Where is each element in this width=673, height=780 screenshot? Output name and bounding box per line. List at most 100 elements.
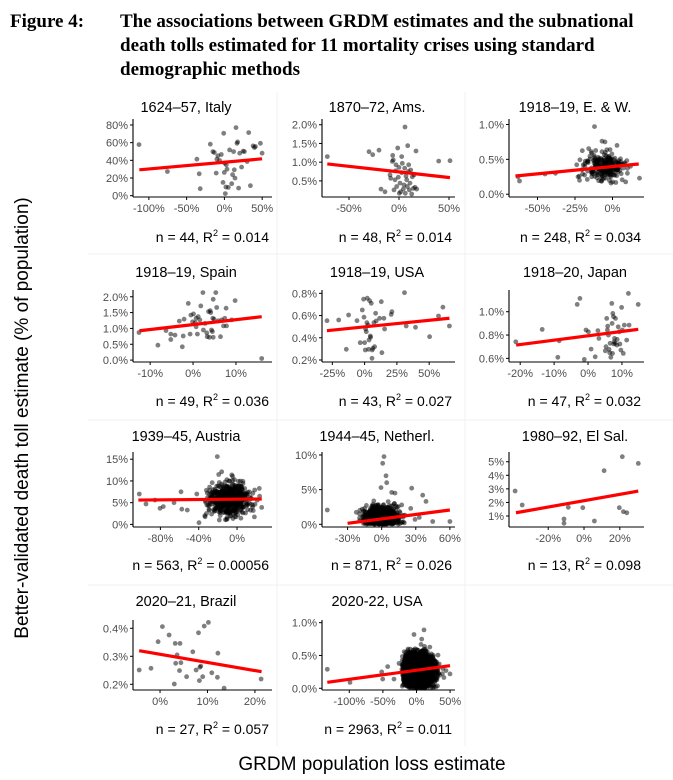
r2-value: = 0.026 bbox=[401, 557, 452, 573]
data-point bbox=[604, 316, 610, 321]
panel-title: 2020–21, Brazil bbox=[136, 594, 237, 610]
panel-title: 1918–20, Japan bbox=[523, 265, 627, 281]
panel-grid: 1624–57, Italy-100% -50% 0% 50%0%20%40%60%8… bbox=[103, 100, 644, 737]
data-point bbox=[402, 190, 408, 196]
data-point bbox=[512, 488, 518, 494]
y-tick-label: 0.6% bbox=[292, 311, 317, 323]
data-point bbox=[366, 346, 371, 352]
data-point bbox=[165, 169, 170, 174]
data-point bbox=[246, 130, 252, 136]
data-point bbox=[148, 665, 154, 671]
x-tick-label: -100% bbox=[133, 203, 165, 215]
stat-label: n = 563, R2 = 0.00056 bbox=[132, 556, 269, 573]
data-point bbox=[209, 670, 215, 676]
data-point bbox=[397, 180, 403, 186]
data-point bbox=[430, 519, 436, 524]
data-point bbox=[250, 508, 256, 513]
stat-label: n = 43, R2 = 0.027 bbox=[339, 392, 452, 409]
y-tick-label: 0.5% bbox=[292, 176, 317, 188]
x-tick-label: 30% bbox=[405, 533, 427, 545]
data-point bbox=[608, 354, 614, 360]
data-point bbox=[385, 499, 391, 504]
caption-line-2: death tolls estimated for 11 mortality c… bbox=[120, 35, 595, 56]
data-point bbox=[236, 185, 242, 191]
x-tick-label: 0% bbox=[152, 696, 168, 708]
data-point bbox=[610, 351, 615, 356]
data-point bbox=[623, 179, 629, 185]
y-tick-label: 0.2% bbox=[292, 355, 317, 367]
r2-value: = 0.034 bbox=[590, 229, 641, 245]
data-point bbox=[592, 354, 598, 360]
data-point bbox=[368, 334, 373, 340]
stat-label: n = 871, R2 = 0.026 bbox=[331, 556, 452, 573]
r2-value: = 0.098 bbox=[590, 557, 641, 573]
data-point bbox=[619, 305, 624, 310]
data-point bbox=[336, 317, 342, 323]
data-point bbox=[222, 191, 228, 197]
regression-line bbox=[515, 327, 639, 347]
data-point bbox=[408, 167, 414, 173]
panel-title: 1918–19, E. & W. bbox=[519, 100, 632, 116]
data-point bbox=[435, 652, 441, 658]
data-point bbox=[624, 337, 630, 343]
data-point bbox=[361, 314, 367, 320]
y-tick-label: 20% bbox=[106, 173, 128, 185]
data-point bbox=[258, 676, 264, 682]
superscript-2: 2 bbox=[197, 556, 202, 566]
y-tick-label: 60% bbox=[106, 138, 128, 150]
data-point bbox=[362, 340, 367, 346]
data-point bbox=[212, 507, 218, 512]
y-tick-label: 2% bbox=[488, 497, 504, 509]
x-tick-label: 0% bbox=[357, 368, 373, 380]
data-point bbox=[376, 505, 382, 511]
data-point bbox=[184, 674, 190, 680]
n-and-r-label: n = 871, R bbox=[331, 557, 396, 573]
data-point bbox=[611, 170, 617, 175]
data-point bbox=[413, 324, 418, 330]
data-point bbox=[420, 492, 426, 498]
n-and-r-label: n = 563, R bbox=[132, 557, 197, 573]
data-point bbox=[224, 166, 230, 172]
data-point bbox=[618, 347, 624, 353]
data-point bbox=[380, 460, 386, 466]
data-point bbox=[447, 323, 452, 329]
data-point bbox=[253, 144, 258, 149]
superscript-2: 2 bbox=[213, 720, 218, 730]
data-point bbox=[217, 513, 223, 518]
y-tick-label: 5% bbox=[112, 498, 128, 510]
r2-value: = 0.057 bbox=[218, 721, 269, 737]
data-point bbox=[394, 184, 400, 189]
data-point bbox=[539, 327, 545, 332]
data-point bbox=[258, 140, 263, 146]
data-point bbox=[357, 511, 362, 517]
superscript-2: 2 bbox=[585, 392, 590, 402]
data-point bbox=[179, 506, 185, 512]
y-tick-label: 0.5% bbox=[479, 154, 504, 166]
x-tick-label: -25% bbox=[319, 368, 345, 380]
data-point bbox=[440, 304, 446, 310]
x-tick-label: -40% bbox=[186, 533, 212, 545]
x-tick-label: -10% bbox=[541, 368, 567, 380]
data-point bbox=[607, 147, 613, 153]
panel-1944-45-netherl: 1944–45, Netherl.-30% 0% 30% 60%0%5%10%n = … bbox=[295, 429, 461, 573]
x-tick-label: 0% bbox=[216, 203, 232, 215]
data-point bbox=[201, 327, 206, 333]
y-tick-label: 3% bbox=[488, 484, 504, 496]
data-point bbox=[136, 142, 142, 148]
data-point bbox=[256, 486, 262, 491]
data-point bbox=[376, 147, 382, 153]
data-points bbox=[136, 454, 265, 526]
data-point bbox=[207, 484, 213, 490]
data-point bbox=[214, 454, 220, 459]
data-point bbox=[392, 511, 398, 516]
data-point bbox=[608, 180, 614, 186]
data-point bbox=[589, 174, 595, 180]
data-point bbox=[177, 641, 183, 646]
panel-1980-92-el-sal: 1980–92, El Sal.-20% 0% 20%1%2%3%4%5%n = 1… bbox=[488, 429, 644, 573]
data-point bbox=[224, 516, 230, 522]
panel-1918-19-spain: 1918–19, Spain-10% 0% 10%0.0%0.5%1.0%1.5%2… bbox=[103, 265, 272, 409]
data-point bbox=[395, 145, 401, 151]
panel-1918-20-japan: 1918–20, Japan-20% -10% 0% 10%0.6%0.8%1.0%n… bbox=[479, 265, 644, 409]
panel-title: 2020-22, USA bbox=[331, 594, 422, 610]
data-point bbox=[168, 337, 174, 342]
